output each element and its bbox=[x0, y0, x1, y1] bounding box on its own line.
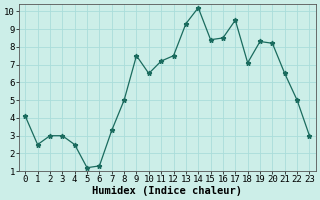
X-axis label: Humidex (Indice chaleur): Humidex (Indice chaleur) bbox=[92, 186, 242, 196]
